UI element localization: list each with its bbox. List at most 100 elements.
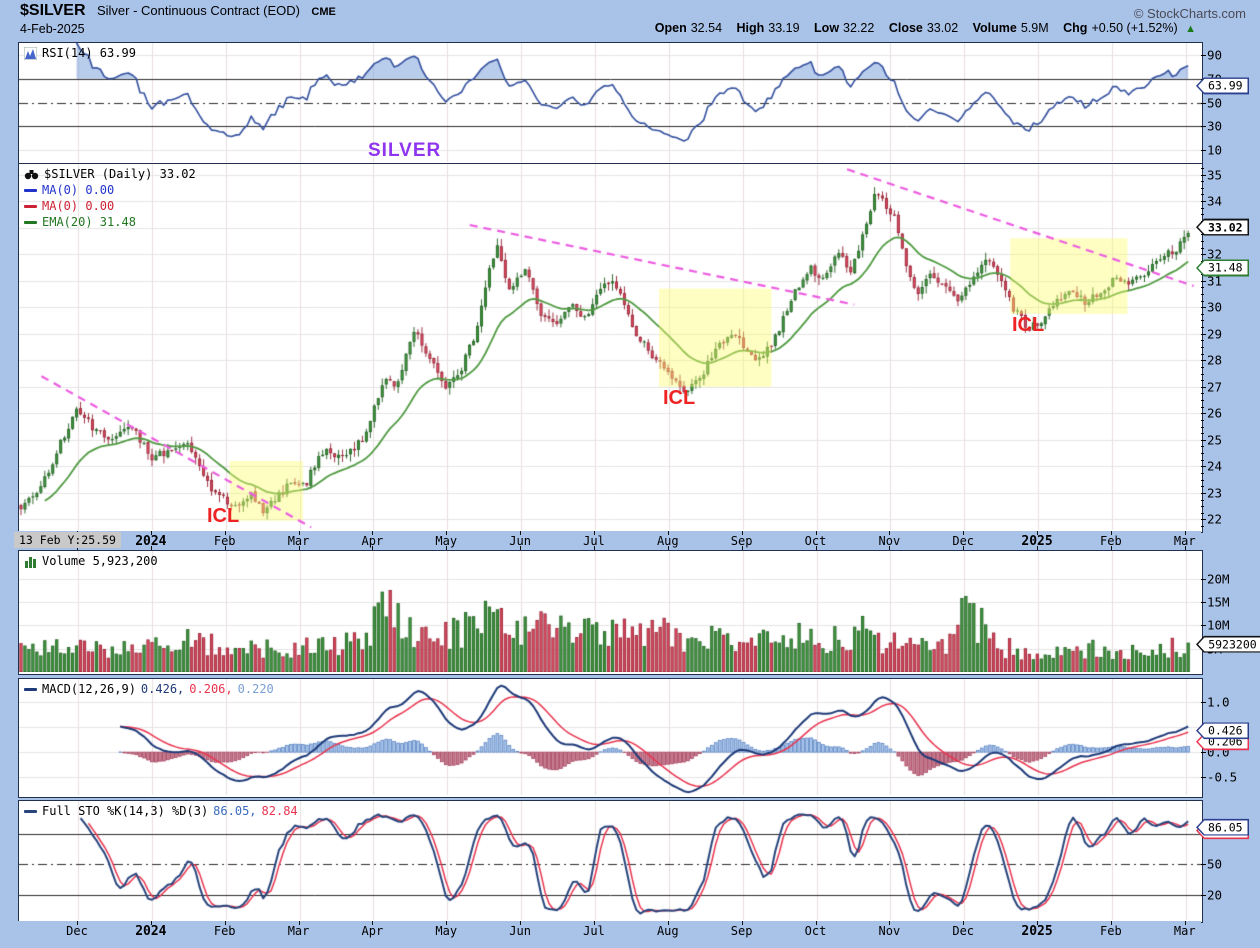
chart-date: 4-Feb-2025: [20, 22, 85, 36]
price-plot[interactable]: [19, 164, 1202, 530]
month-label: Feb: [1100, 924, 1122, 938]
axis-label: 23: [1207, 485, 1223, 501]
month-tick: [299, 546, 300, 550]
month-label: Feb: [213, 924, 236, 938]
macd-plot[interactable]: [19, 679, 1202, 795]
rsi-panel: RSI(14) 63.99: [18, 42, 1203, 165]
month-tick: [225, 546, 226, 550]
rsi-plot[interactable]: [19, 43, 1202, 162]
icl-annotation: ICL: [1012, 314, 1045, 336]
axis-tick: [1201, 702, 1206, 703]
date-axis-bottom: Dec 2024 Feb Mar Apr May Jun Jul Aug Sep Oct Nov Dec…: [18, 921, 1201, 948]
month-label: 2025: [1021, 924, 1053, 939]
month-tick: [742, 531, 743, 535]
low-value: 32.22: [843, 21, 875, 35]
axis-tick: [1201, 360, 1206, 361]
value-badge-text: 33.02: [1198, 220, 1248, 235]
axis-label: 22: [1207, 511, 1223, 527]
month-label: May: [435, 924, 458, 938]
volume-legend: Volume 5,923,200: [24, 554, 158, 568]
icl-annotation: ICL: [663, 387, 696, 409]
axis-minor-tick: [1201, 314, 1204, 315]
month-label: Sep: [730, 534, 753, 548]
axis-label: 20M: [1207, 571, 1230, 587]
stockcharts-credit: © StockCharts.com: [1133, 6, 1246, 21]
axis-minor-tick: [1201, 287, 1204, 288]
price-legend-title: $SILVER (Daily) 33.02: [44, 167, 196, 181]
macd-panel: MACD(12,26,9) 0.426, 0.206, 0.220: [18, 678, 1203, 798]
month-tick: [77, 921, 78, 925]
ma2-label: MA(0) 0.00: [42, 199, 115, 213]
up-arrow-icon: ▲: [1185, 23, 1196, 35]
ma1-label: MA(0) 0.00: [42, 183, 115, 197]
axis-minor-tick: [1201, 400, 1204, 401]
month-tick: [1037, 531, 1038, 535]
macd-value: 0.426,: [140, 682, 185, 696]
axis-tick: [1201, 254, 1206, 255]
sto-plot[interactable]: [19, 801, 1202, 920]
month-tick: [372, 546, 373, 550]
macd-legend-name: MACD(12,26,9): [42, 682, 136, 696]
month-label: Mar: [287, 924, 310, 938]
binoculars-icon: [24, 170, 39, 180]
chart-header: $SILVER Silver - Continuous Contract (EO…: [20, 2, 336, 20]
price-panel: $SILVER (Daily) 33.02 MA(0) 0.00 MA(0) 0…: [18, 163, 1203, 533]
month-label: Dec: [952, 534, 975, 548]
month-label: Jun: [509, 534, 531, 548]
symbol: $SILVER: [20, 2, 86, 19]
month-tick: [668, 531, 669, 535]
axis-minor-tick: [1201, 473, 1204, 474]
exchange: CME: [311, 6, 336, 18]
axis-label: 15M: [1207, 594, 1230, 610]
chg-value: +0.50 (+1.52%): [1091, 21, 1178, 35]
month-label: Nov: [878, 534, 901, 548]
axis-label: 1.0: [1207, 694, 1230, 710]
axis-minor-tick: [1201, 241, 1204, 242]
axis-minor-tick: [1201, 486, 1204, 487]
axis-label: 34: [1207, 193, 1223, 209]
month-tick: [299, 531, 300, 535]
axis-label: 10: [1207, 142, 1223, 158]
month-tick: [1111, 546, 1112, 550]
icl-annotation: ICL: [207, 505, 240, 527]
close-value: 33.02: [926, 21, 959, 35]
month-tick: [742, 921, 743, 925]
axis-tick: [1201, 55, 1206, 56]
axis-tick: [1201, 466, 1206, 467]
axis-tick: [1201, 519, 1206, 520]
axis-tick: [1201, 413, 1206, 414]
macd-signal-value: 0.206,: [189, 682, 233, 696]
axis-minor-tick: [1201, 513, 1204, 514]
month-label: Dec: [66, 924, 88, 938]
axis-minor-tick: [1201, 168, 1204, 169]
month-tick: [446, 531, 447, 535]
month-tick: [1111, 921, 1112, 925]
month-label: Jul: [583, 534, 605, 548]
ema-label: EMA(20) 31.48: [42, 215, 136, 229]
month-tick: [889, 531, 890, 535]
month-tick: [520, 531, 521, 535]
axis-tick: [1201, 387, 1206, 388]
axis-minor-tick: [1201, 393, 1204, 394]
value-badge: 31.48: [1196, 259, 1249, 277]
open-label: Open: [654, 21, 687, 35]
axis-minor-tick: [1201, 367, 1204, 368]
close-label: Close: [888, 21, 923, 35]
axis-label: 30: [1207, 118, 1223, 134]
month-label: Sep: [730, 924, 753, 938]
volume-plot[interactable]: [19, 551, 1202, 672]
axis-label: 28: [1207, 352, 1223, 368]
macd-hist-value: 0.220: [237, 682, 274, 696]
axis-tick: [1201, 201, 1206, 202]
axis-minor-tick: [1201, 327, 1204, 328]
month-tick: [594, 921, 595, 925]
volume-panel: Volume 5,923,200: [18, 550, 1203, 675]
axis-tick: [1201, 864, 1206, 865]
month-tick: [77, 546, 78, 550]
axis-minor-tick: [1201, 427, 1204, 428]
volume-value: 5.9M: [1020, 21, 1049, 35]
axis-minor-tick: [1201, 181, 1204, 182]
axis-tick: [1201, 334, 1206, 335]
month-label: Aug: [656, 924, 679, 938]
axis-minor-tick: [1201, 248, 1204, 249]
